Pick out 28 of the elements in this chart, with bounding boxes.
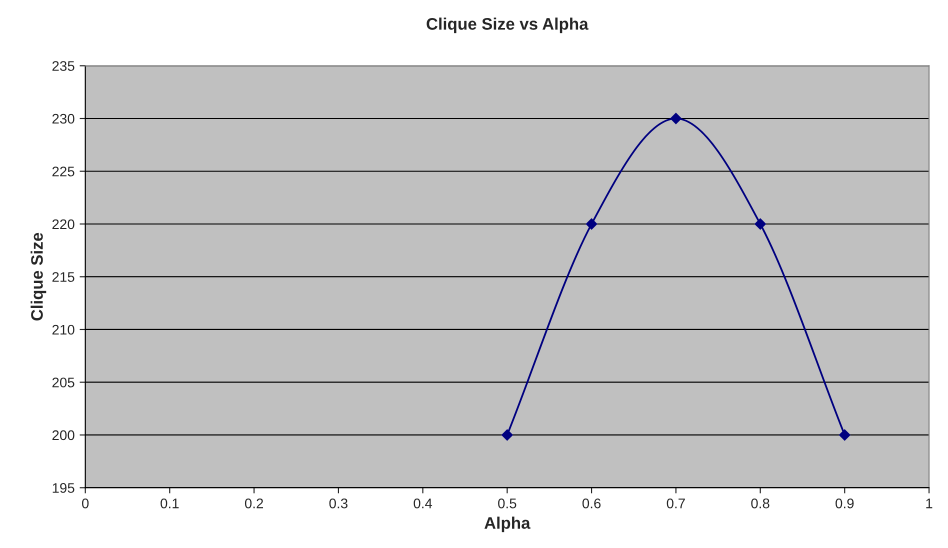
x-axis-title: Alpha	[484, 516, 530, 532]
x-tick-label: 1	[926, 498, 932, 508]
y-tick-label: 220	[52, 219, 74, 230]
x-tick-label: 0.7	[666, 498, 685, 508]
x-tick-label: 0.2	[244, 498, 264, 508]
x-tick-label: 0.3	[329, 498, 348, 508]
x-tick-label: 0.1	[160, 498, 179, 508]
point	[839, 429, 850, 441]
y-tick-label: 215	[52, 272, 74, 282]
x-tick-label: 0.8	[751, 498, 770, 508]
x-tick-label: 0.5	[498, 498, 516, 508]
point	[502, 429, 513, 441]
point	[670, 112, 682, 124]
x-tick-label: 0	[82, 498, 89, 508]
y-tick-label: 225	[52, 166, 74, 176]
y-tick-label: 195	[52, 483, 74, 493]
x-tick-label: 0.4	[414, 498, 432, 508]
y-tick-label: 210	[52, 324, 74, 335]
chart-title: Clique Size vs Alpha	[426, 18, 588, 34]
y-tick-label: 230	[52, 114, 74, 124]
x-tick-label: 0.9	[836, 498, 854, 508]
y-axis-title: Clique Size	[30, 232, 46, 321]
y-tick-label: 235	[52, 61, 74, 71]
x-tick-label: 0.6	[582, 498, 601, 508]
point	[586, 218, 598, 230]
y-tick-label: 200	[52, 430, 74, 440]
point	[754, 218, 766, 230]
y-tick-label: 205	[52, 378, 74, 388]
